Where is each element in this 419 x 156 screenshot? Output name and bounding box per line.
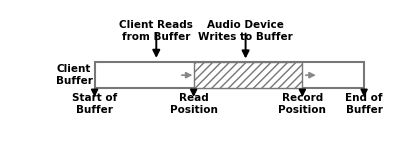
Text: Record
Position: Record Position xyxy=(279,93,326,115)
Text: Read
Position: Read Position xyxy=(170,93,217,115)
Bar xyxy=(95,62,364,88)
Text: Client Reads
from Buffer: Client Reads from Buffer xyxy=(119,20,193,42)
Text: Start of
Buffer: Start of Buffer xyxy=(72,93,117,115)
Text: Client
Buffer: Client Buffer xyxy=(56,64,93,86)
Bar xyxy=(194,62,303,88)
Text: Audio Device
Writes to Buffer: Audio Device Writes to Buffer xyxy=(198,20,293,42)
Text: End of
Buffer: End of Buffer xyxy=(345,93,383,115)
